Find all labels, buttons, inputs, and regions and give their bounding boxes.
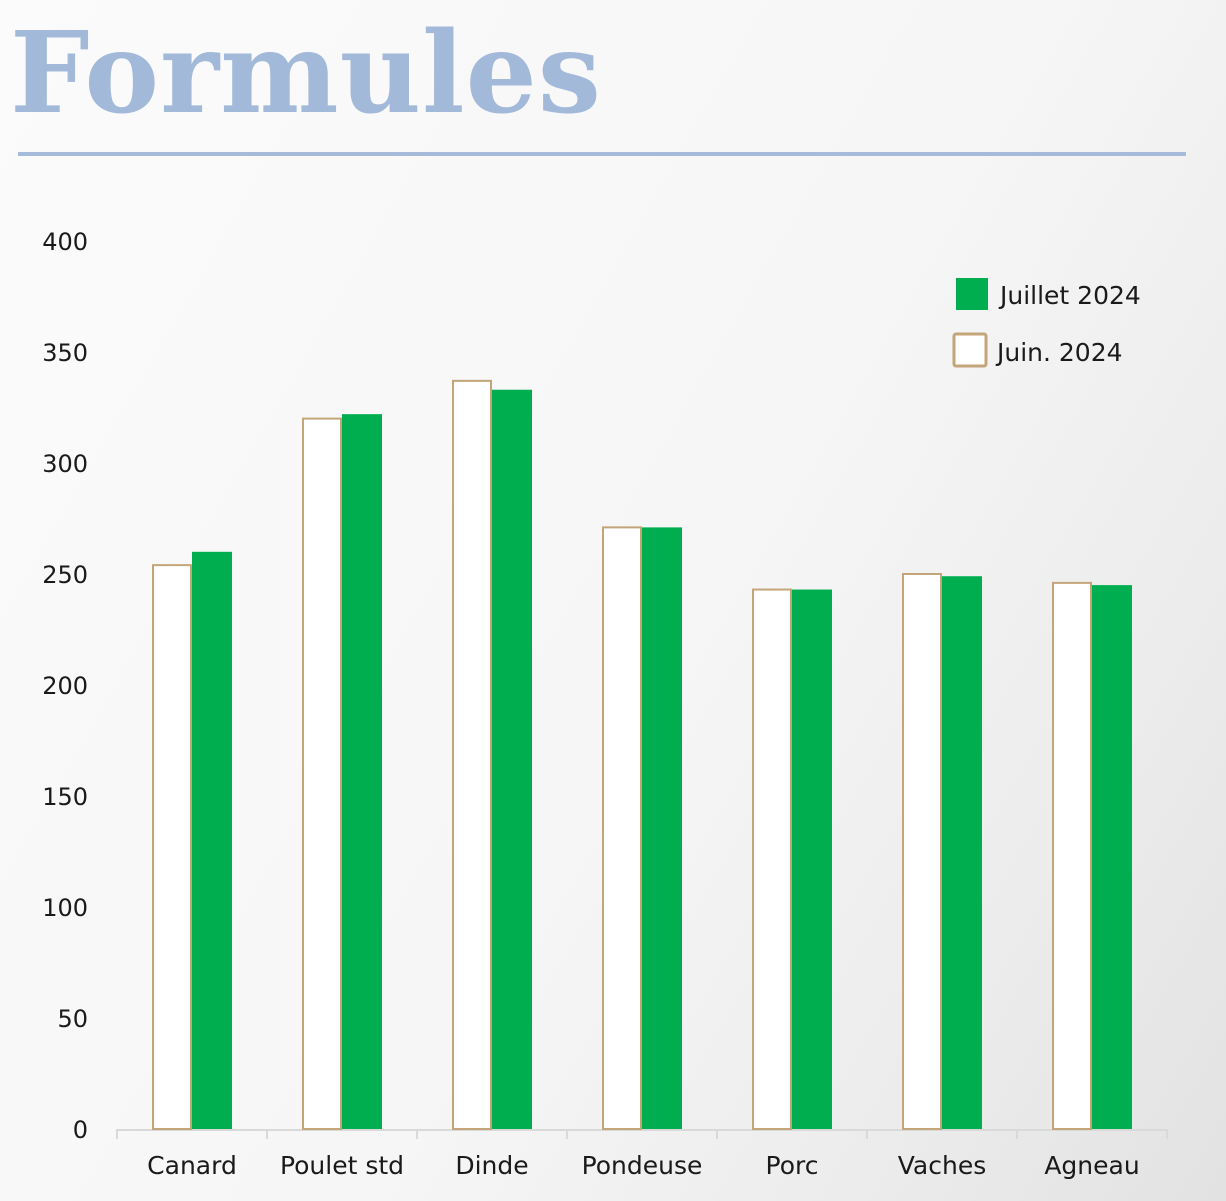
bar-juin-2024-6 (1052, 581, 1092, 1130)
bar-juillet-2024-2 (492, 389, 532, 1129)
bar-juin-2024-0 (152, 564, 192, 1130)
x-category-label: Dinde (455, 1151, 528, 1180)
bar-juillet-2024-3 (642, 527, 682, 1129)
y-tick-label: 300 (42, 450, 88, 478)
bar-juin-2024-2 (452, 379, 492, 1130)
y-tick-label: 0 (73, 1116, 88, 1144)
bar-juin-2024-4 (752, 588, 792, 1130)
x-category-label: Pondeuse (582, 1151, 703, 1180)
bar-juin-2024-5 (902, 573, 942, 1130)
bar-juillet-2024-5 (942, 576, 982, 1129)
x-category-label: Canard (147, 1151, 237, 1180)
x-category-label: Poulet std (280, 1151, 404, 1180)
y-tick-label: 50 (57, 1005, 88, 1033)
bar-juin-2024-3 (602, 526, 642, 1130)
legend-swatch-outline (952, 332, 988, 368)
legend-label: Juin. 2024 (995, 338, 1123, 367)
bar-juin-2024-1 (302, 417, 342, 1131)
x-category-label: Vaches (898, 1151, 986, 1180)
y-tick-label: 400 (42, 228, 88, 256)
x-category-label: Agneau (1044, 1151, 1139, 1180)
legend-swatch-filled (956, 278, 988, 310)
bar-juillet-2024-0 (192, 551, 232, 1129)
bar-juillet-2024-1 (342, 414, 382, 1129)
x-category-label: Porc (766, 1151, 819, 1180)
y-tick-label: 150 (42, 783, 88, 811)
y-tick-label: 250 (42, 561, 88, 589)
page-title: Formules (10, 8, 602, 139)
legend-label: Juillet 2024 (998, 281, 1141, 310)
bar-juillet-2024-6 (1092, 585, 1132, 1129)
title-divider (18, 152, 1186, 156)
bar-juillet-2024-4 (792, 589, 832, 1129)
y-tick-label: 200 (42, 672, 88, 700)
y-tick-label: 100 (42, 894, 88, 922)
y-tick-label: 350 (42, 339, 88, 367)
